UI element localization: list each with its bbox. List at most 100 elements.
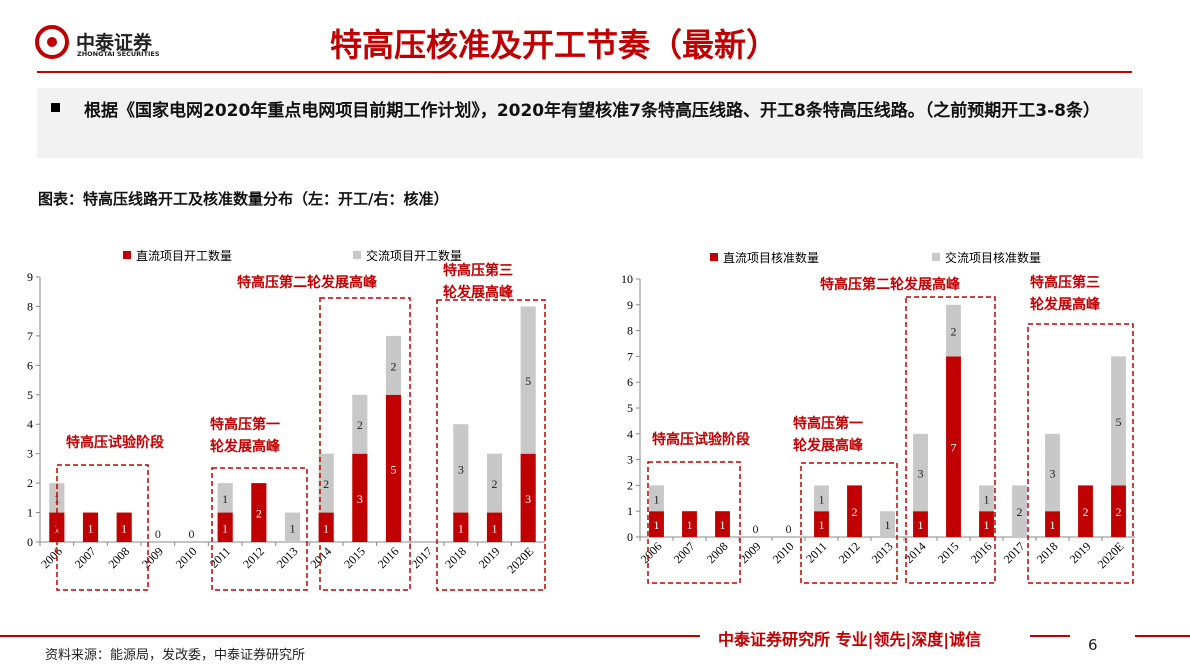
y-tick-label: 4: [627, 427, 633, 441]
legend-label: 直流项目开工数量: [136, 248, 232, 263]
bar-segment: [486, 453, 503, 513]
value-label: 2: [1116, 505, 1122, 519]
page-number: 6: [1088, 636, 1098, 654]
bar-segment: [453, 512, 469, 542]
value-label: 1: [984, 518, 990, 532]
value-label: 1: [819, 518, 825, 532]
logo-ring: [35, 25, 69, 59]
period-box: [319, 297, 411, 591]
value-label: 3: [357, 492, 363, 506]
logo-sub: ZHONGTAI SECURITIES: [77, 50, 160, 58]
period-label: 特高压第三轮发展高峰: [443, 263, 513, 301]
x-tick-label: 2012: [240, 544, 267, 571]
value-label: 1: [290, 521, 296, 535]
bar-segment: [318, 453, 334, 513]
x-tick-label: 2012: [836, 539, 863, 566]
period-box: [800, 462, 898, 584]
value-label: 2: [852, 505, 858, 519]
period-label: 特高压试验阶段: [652, 432, 750, 448]
bar-segment: [814, 511, 829, 537]
value-label: 1: [918, 518, 924, 532]
bar-segment: [1045, 511, 1060, 537]
y-tick-label: 5: [627, 401, 633, 415]
value-label: 1: [984, 492, 990, 506]
y-tick-label: 5: [27, 388, 33, 402]
bar-segment: [649, 511, 664, 537]
period-box: [436, 299, 546, 591]
bullet-text: 根据《国家电网2020年重点电网项目前期工作计划》，2020年有望核准7条特高压…: [84, 101, 1100, 121]
x-tick-label: 2016: [375, 544, 402, 571]
y-tick-label: 8: [627, 324, 633, 338]
chart-caption: 图表：特高压线路开工及核准数量分布（左：开工/右：核准）: [38, 190, 449, 208]
value-label: 0: [786, 522, 792, 536]
y-tick-label: 10: [621, 272, 633, 286]
legend-label: 交流项目开工数量: [366, 248, 462, 263]
bar-segment: [1111, 485, 1126, 537]
bar-segment: [979, 511, 994, 537]
footer-rule-mid: [1030, 635, 1070, 637]
footer-rule-right: [1135, 635, 1190, 637]
footer-rule-left: [0, 635, 700, 637]
x-tick-label: 2010: [173, 544, 200, 571]
value-label: 0: [753, 522, 759, 536]
value-label: 1: [720, 518, 726, 532]
y-tick-label: 1: [27, 506, 33, 520]
bar-segment: [1012, 485, 1027, 537]
y-tick-label: 0: [27, 535, 33, 549]
x-tick-label: 2011: [207, 544, 234, 571]
y-tick-label: 4: [27, 417, 33, 431]
period-label: 特高压第二轮发展高峰: [237, 275, 377, 291]
y-tick-label: 0: [627, 530, 633, 544]
value-label: 1: [819, 492, 825, 506]
bar-segment: [352, 394, 368, 454]
x-tick-label: 2019: [1067, 539, 1094, 566]
legend-swatch: [932, 253, 940, 261]
legend-label: 直流项目核准数量: [723, 250, 819, 265]
x-tick-label: 2009: [737, 539, 764, 566]
value-label: 2: [357, 418, 363, 432]
value-label: 1: [1050, 518, 1056, 532]
bar-segment: [385, 394, 402, 542]
x-tick-label: 2007: [72, 544, 99, 571]
bar-segment: [453, 424, 469, 513]
bar-segment: [682, 511, 697, 537]
value-label: 2: [391, 359, 397, 373]
value-label: 2: [951, 325, 957, 339]
value-label: 5: [1116, 415, 1122, 429]
x-tick-label: 2006: [38, 544, 65, 571]
x-tick-label: 2019: [476, 544, 503, 571]
period-box: [1027, 323, 1134, 584]
bar-segment: [116, 512, 132, 542]
bar-segment: [520, 306, 536, 454]
bar-segment: [251, 483, 267, 542]
value-label: 2: [256, 507, 262, 521]
bar-segment: [486, 512, 503, 542]
value-label: 1: [492, 521, 498, 535]
value-label: 3: [458, 462, 464, 476]
bar-segment: [880, 511, 895, 537]
x-tick-label: 2017: [1001, 539, 1028, 566]
x-tick-label: 2015: [935, 539, 962, 566]
bar-segment: [1111, 356, 1126, 486]
value-label: 5: [391, 462, 397, 476]
period-label: 特高压第三轮发展高峰: [1030, 275, 1100, 313]
value-label: 1: [654, 492, 660, 506]
period-label: 特高压试验阶段: [66, 435, 164, 451]
value-label: 7: [951, 441, 957, 455]
value-label: 0: [155, 527, 161, 541]
x-tick-label: 2008: [704, 539, 731, 566]
x-tick-label: 2020E: [504, 544, 536, 576]
bar-segment: [979, 485, 994, 512]
x-tick-label: 2013: [869, 539, 896, 566]
legend-swatch: [710, 253, 718, 261]
value-label: 1: [121, 521, 127, 535]
y-tick-label: 7: [27, 329, 33, 343]
value-label: 3: [525, 492, 531, 506]
x-tick-label: 2020E: [1095, 539, 1127, 571]
value-label: 1: [323, 521, 329, 535]
period-box: [905, 296, 996, 584]
bar-segment: [284, 512, 301, 542]
bar-segment: [318, 512, 334, 542]
value-label: 1: [687, 518, 693, 532]
